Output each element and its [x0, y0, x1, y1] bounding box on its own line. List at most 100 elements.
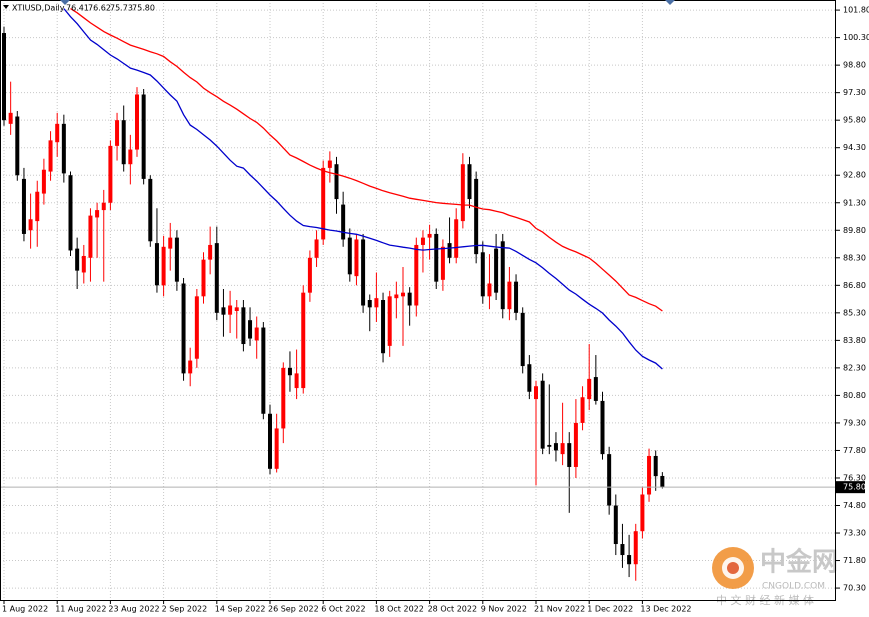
candle-body: [55, 123, 60, 143]
candle-body: [454, 219, 459, 258]
candle-body: [287, 367, 292, 376]
candle-body: [254, 327, 259, 341]
candle-body: [108, 145, 113, 203]
x-tick-label: 1 Aug 2022: [2, 605, 48, 614]
plot-border: [0, 0, 836, 601]
candle-body: [620, 544, 625, 556]
candle-body: [221, 307, 226, 315]
candle-body: [560, 443, 565, 455]
y-tick-label: 97.30: [843, 88, 866, 97]
candle-body: [474, 178, 479, 255]
candle-body: [135, 94, 139, 150]
candle-body: [534, 386, 538, 400]
watermark: 中金网 CNGOLD.COM 中 文 财 经 新 媒 体: [712, 547, 838, 607]
candle-body: [41, 169, 46, 194]
candle-body: [660, 475, 665, 488]
y-tick-label: 73.30: [843, 529, 866, 538]
candle-body: [234, 307, 239, 312]
candle-body: [341, 204, 346, 240]
header-values: 76.41 76.62 75.73 75.80: [66, 4, 155, 13]
y-tick-label: 76.30: [843, 473, 866, 482]
watermark-logo-core: [727, 562, 739, 574]
candle-body: [520, 312, 525, 367]
candle-body: [514, 281, 519, 313]
candle-body: [567, 443, 572, 467]
x-tick-label: 2 Sep 2022: [162, 605, 208, 614]
candle-body: [241, 307, 246, 345]
candle-body: [407, 292, 412, 306]
candle-body: [294, 373, 299, 389]
candle-body: [640, 494, 645, 532]
candle-body: [540, 380, 545, 449]
candle-body: [115, 120, 120, 146]
candle-body: [633, 531, 638, 565]
candle-body: [600, 400, 605, 455]
candle-body: [154, 243, 159, 286]
candle-body: [553, 443, 558, 451]
candle-body: [487, 283, 492, 297]
candle-body: [327, 160, 332, 168]
candle-body: [580, 397, 585, 423]
candle-body: [607, 454, 612, 506]
candle-body: [587, 378, 592, 400]
candle-body: [261, 327, 266, 414]
candle-body: [507, 281, 512, 310]
x-tick-label: 23 Aug 2022: [108, 605, 159, 614]
candle-body: [161, 246, 166, 286]
y-tick-label: 79.30: [843, 418, 866, 427]
candle-body: [414, 244, 419, 306]
y-tick-label: 85.30: [843, 308, 866, 317]
candle-body: [627, 555, 632, 565]
candle-body: [2, 33, 6, 121]
y-tick-label: 95.80: [843, 116, 866, 125]
y-tick-label: 91.30: [843, 198, 866, 207]
candle-body: [61, 123, 66, 174]
header-value: 75.80: [132, 4, 155, 13]
candle-body: [121, 120, 126, 165]
x-tick-label: 21 Nov 2022: [534, 605, 585, 614]
moving-average: [70, 8, 663, 312]
candle-body: [573, 422, 578, 467]
x-tick-label: 6 Oct 2022: [321, 605, 365, 614]
x-tick-label: 14 Sep 2022: [215, 605, 266, 614]
candle-body: [314, 239, 319, 258]
header-value: 76.41: [66, 4, 89, 13]
x-tick-label: 26 Sep 2022: [268, 605, 319, 614]
y-tick-label: 89.80: [843, 226, 866, 235]
candle-body: [201, 259, 206, 297]
y-tick-label: 71.80: [843, 556, 866, 565]
candle-body: [653, 455, 658, 477]
candle-body: [81, 255, 86, 273]
y-tick-label: 94.30: [843, 143, 866, 152]
candle-body: [248, 320, 253, 339]
marker: [665, 0, 675, 5]
header-arrow: [3, 5, 9, 9]
marker: [60, 0, 70, 5]
candle-body: [8, 112, 13, 124]
candle-body: [75, 248, 80, 271]
candle-body: [347, 237, 352, 275]
candle-body: [15, 116, 20, 176]
y-tick-label: 80.80: [843, 391, 866, 400]
candle-body: [214, 243, 219, 313]
watermark-brand: 中金网: [760, 547, 838, 578]
y-tick-label: 77.80: [843, 446, 866, 455]
candle-body: [434, 233, 439, 282]
candle-body: [188, 360, 193, 374]
candle-body: [95, 210, 100, 218]
x-tick-label: 18 Oct 2022: [374, 605, 423, 614]
candle-body: [447, 243, 452, 258]
candle-body: [387, 296, 392, 346]
candle-body: [467, 164, 472, 200]
candle-body: [88, 215, 93, 258]
x-tick-label: 1 Dec 2022: [587, 605, 633, 614]
candle-body: [194, 296, 199, 359]
candle-body: [21, 178, 26, 234]
plot: [0, 8, 836, 581]
candle-body: [480, 252, 485, 297]
candle-body: [48, 140, 53, 172]
candle-body: [401, 292, 405, 297]
candle-body: [613, 505, 618, 545]
candle-body: [440, 246, 445, 280]
